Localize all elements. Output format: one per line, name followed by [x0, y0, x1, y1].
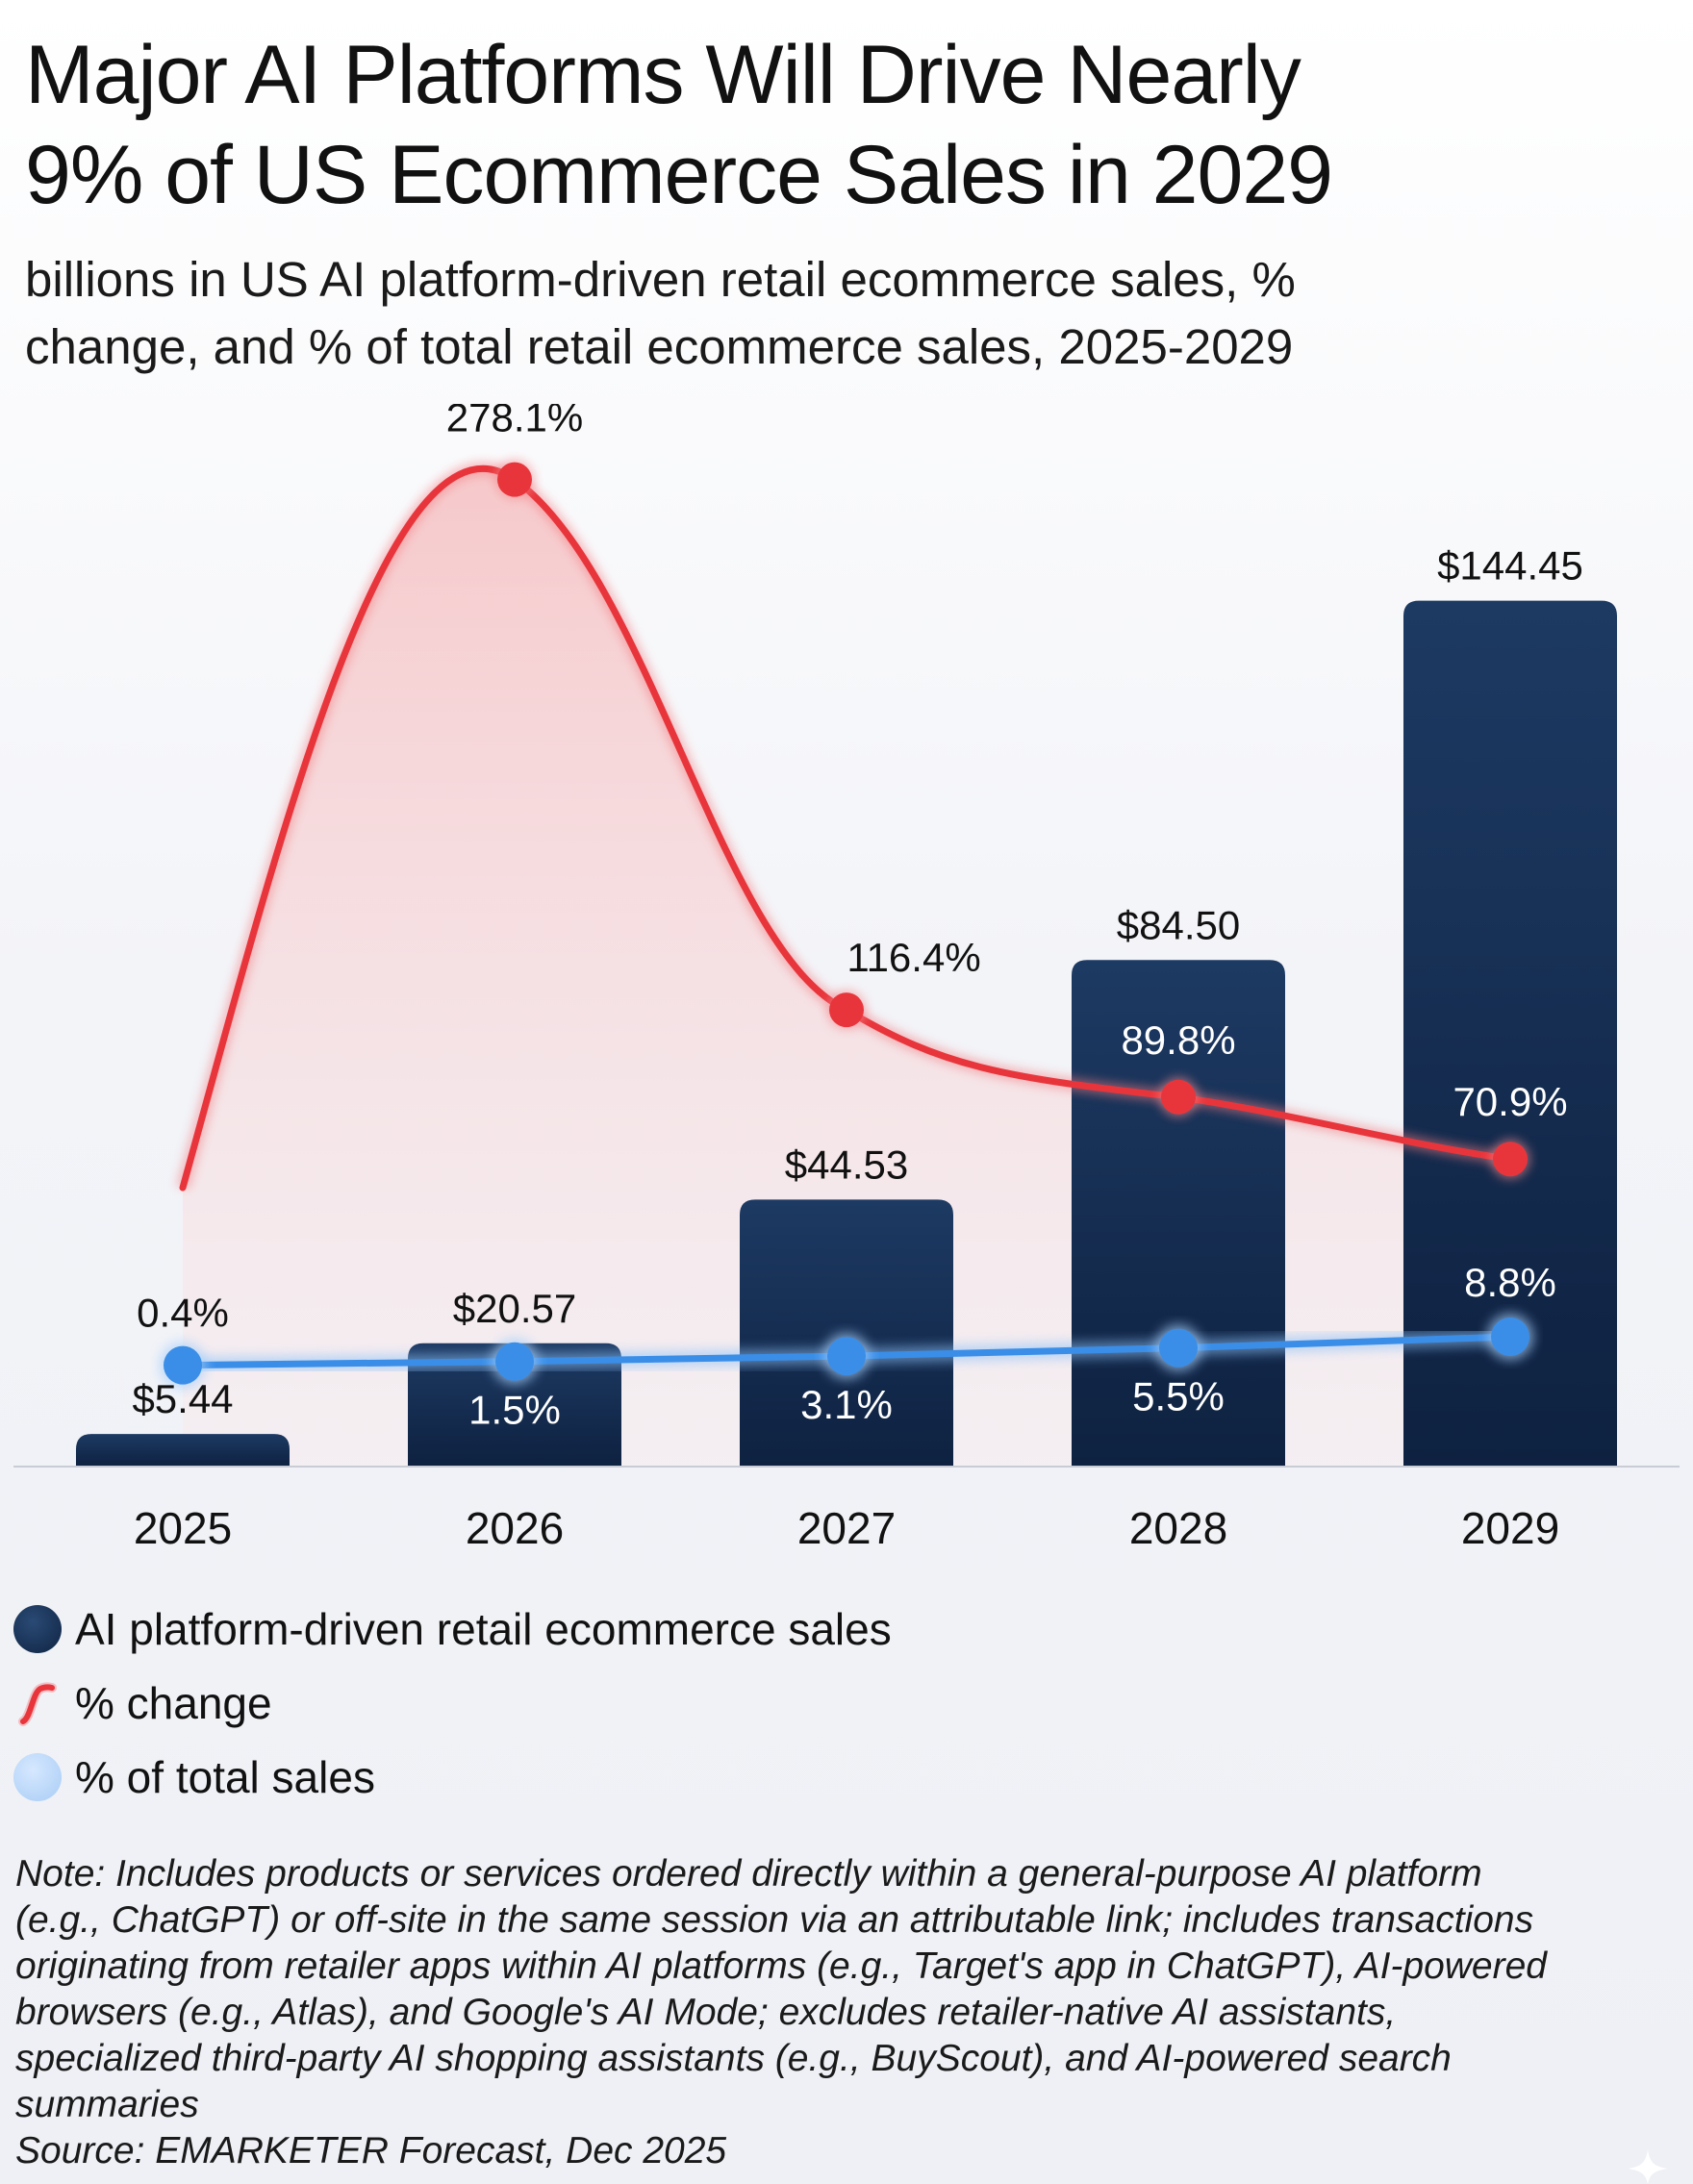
footnote-line-4: browsers (e.g., Atlas), and Google's AI … — [15, 1992, 1397, 2033]
bar-2029 — [1403, 600, 1617, 1467]
share-point-2029 — [1491, 1318, 1529, 1357]
share-label-2028: 5.5% — [1132, 1374, 1225, 1419]
change-point-2029 — [1493, 1142, 1528, 1177]
light-blue-circle-icon — [13, 1752, 62, 1801]
footnote-line-5: specialized third-party AI shopping assi… — [15, 2038, 1452, 2079]
navy-circle-icon — [13, 1604, 62, 1653]
change-label-2028: 89.8% — [1121, 1017, 1235, 1063]
change-label-2029: 70.9% — [1453, 1079, 1567, 1124]
change-label-2027: 116.4% — [846, 935, 980, 980]
footnote: Note: Includes products or services orde… — [15, 1851, 1680, 2128]
share-label-2027: 3.1% — [800, 1382, 893, 1427]
share-label-2025: 0.4% — [137, 1291, 229, 1336]
change-point-2026 — [497, 462, 532, 497]
share-label-2026: 1.5% — [468, 1388, 561, 1433]
x-tick-label-2029: 2029 — [1461, 1503, 1559, 1548]
sparkle-icon — [1628, 2149, 1668, 2184]
chart-title-line-2: 9% of US Ecommerce Sales in 2029 — [25, 129, 1333, 221]
legend-label-sales: AI platform-driven retail ecommerce sale… — [75, 1603, 892, 1654]
bar-value-label-2027: $44.53 — [785, 1142, 908, 1187]
legend-item-change: % change — [13, 1666, 892, 1740]
share-label-2029: 8.8% — [1464, 1260, 1556, 1305]
bar-value-label-2028: $84.50 — [1117, 902, 1240, 947]
chart-subtitle-line-2: change, and % of total retail ecommerce … — [25, 319, 1294, 374]
red-curve-icon — [18, 1681, 57, 1726]
bar-2025 — [76, 1434, 290, 1467]
x-tick-label-2025: 2025 — [134, 1503, 232, 1548]
chart-title-line-1: Major AI Platforms Will Drive Nearly — [25, 29, 1301, 121]
change-point-2027 — [829, 992, 864, 1028]
source-text: Source: EMARKETER Forecast, Dec 2025 — [15, 2130, 727, 2171]
change-line — [179, 464, 1514, 1192]
change-point-2028 — [1161, 1079, 1196, 1115]
x-tick-label-2027: 2027 — [797, 1503, 896, 1548]
legend: AI platform-driven retail ecommerce sale… — [13, 1592, 892, 1814]
bar-value-label-2025: $5.44 — [132, 1376, 233, 1421]
x-tick-label-2028: 2028 — [1129, 1503, 1227, 1548]
legend-label-change: % change — [75, 1677, 272, 1728]
legend-item-share: % of total sales — [13, 1740, 892, 1814]
footnote-line-6: summaries — [15, 2084, 199, 2125]
footnote-line-2: (e.g., ChatGPT) or off-site in the same … — [15, 1899, 1534, 1941]
chart-title: Major AI Platforms Will Drive Nearly 9% … — [25, 25, 1660, 225]
chart-area: $5.44 $20.57 $44.53 $84.50 $144.45 278.1% 116.… — [13, 404, 1680, 1548]
bar-value-label-2026: $20.57 — [453, 1286, 576, 1331]
bar-2026 — [408, 1343, 621, 1467]
chart-subtitle-line-1: billions in US AI platform-driven retail… — [25, 252, 1296, 307]
legend-item-sales: AI platform-driven retail ecommerce sale… — [13, 1592, 892, 1666]
share-point-2027 — [827, 1337, 866, 1376]
share-point-2028 — [1159, 1328, 1198, 1368]
footnote-line-1: Note: Includes products or services orde… — [15, 1853, 1482, 1895]
footnote-line-3: originating from retailer apps within AI… — [15, 1946, 1547, 1987]
share-point-2026 — [495, 1342, 534, 1381]
share-point-2025 — [164, 1345, 202, 1385]
change-label-2026: 278.1% — [446, 404, 583, 440]
legend-label-share: % of total sales — [75, 1751, 375, 1802]
x-tick-label-2026: 2026 — [466, 1503, 564, 1548]
bar-value-label-2029: $144.45 — [1437, 543, 1583, 589]
chart-subtitle: billions in US AI platform-driven retail… — [25, 246, 1660, 381]
